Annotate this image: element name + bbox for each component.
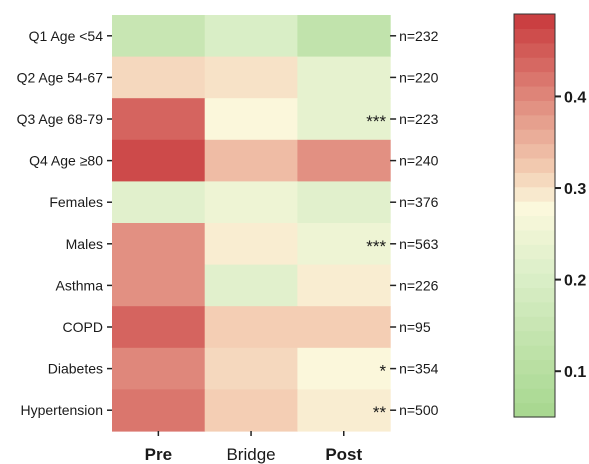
colorbar-band: [514, 172, 555, 188]
row-label: Q3 Age 68-79: [17, 111, 104, 127]
heatmap-cell: [204, 15, 298, 58]
colorbar-band: [514, 229, 555, 245]
row-labels: Q1 Age <54 Q2 Age 54-67 Q3 Age 68-79 Q4 Age…: [17, 28, 112, 418]
row-label: Females: [49, 194, 103, 210]
n-label: n=240: [399, 153, 439, 169]
row-label: Diabetes: [48, 361, 103, 377]
heatmap-cell: [204, 139, 298, 182]
heatmap-cell: [112, 56, 206, 99]
colorbar-band: [514, 157, 555, 173]
heatmap-cell: [112, 181, 206, 224]
colorbar-band: [514, 143, 555, 159]
heatmap-cell: [204, 347, 298, 390]
colorbar-tick-label: 0.4: [564, 89, 586, 106]
colorbar-tick-label: 0.3: [564, 181, 586, 198]
heatmap-cell: [204, 264, 298, 307]
heatmap-cell: [112, 98, 206, 141]
colorbar-band: [514, 201, 555, 217]
colorbar-band: [514, 316, 555, 332]
colorbar: 0.1 0.2 0.3 0.4: [513, 13, 586, 418]
heatmap-cell: [297, 264, 391, 307]
row-label: Q4 Age ≥80: [29, 153, 103, 169]
heatmap-cell: [297, 139, 391, 182]
n-labels: n=232 n=220 n=223 n=240 n=376 n=563 n=226 n=95 n…: [390, 28, 439, 418]
colorbar-band: [514, 186, 555, 202]
colorbar-band: [514, 373, 555, 389]
significance-marker: *: [379, 362, 386, 381]
heatmap-cell: [297, 15, 391, 58]
colorbar-band: [514, 244, 555, 260]
n-label: n=220: [399, 69, 439, 85]
heatmap-cell: [297, 98, 391, 141]
colorbar-band: [514, 215, 555, 231]
heatmap-cell: [204, 223, 298, 266]
heatmap-cell: [112, 306, 206, 349]
significance-marker: ***: [366, 237, 386, 256]
row-label: COPD: [63, 319, 103, 335]
colorbar-band: [514, 402, 555, 418]
colorbar-band: [514, 345, 555, 361]
n-label: n=95: [399, 319, 431, 335]
column-labels: Pre Bridge Post: [145, 431, 363, 464]
heatmap-cell: [297, 306, 391, 349]
colorbar-band: [514, 258, 555, 274]
heatmap-cell: [112, 347, 206, 390]
colorbar-band: [514, 330, 555, 346]
heatmap-cell: [112, 264, 206, 307]
colorbar-band: [514, 273, 555, 289]
colorbar-band: [514, 129, 555, 145]
heatmap-cell: [112, 15, 206, 58]
heatmap-cell: [297, 56, 391, 99]
row-label: Asthma: [56, 277, 104, 293]
colorbar-band: [514, 100, 555, 116]
colorbar-band: [514, 57, 555, 73]
n-label: n=223: [399, 111, 439, 127]
heatmap-cell: [297, 389, 391, 432]
colorbar-band: [514, 388, 555, 404]
n-label: n=232: [399, 28, 439, 44]
colorbar-band: [514, 28, 555, 44]
colorbar-band: [514, 287, 555, 303]
heatmap-cell: [204, 389, 298, 432]
heatmap-cell: [297, 347, 391, 390]
column-label: Pre: [145, 445, 172, 464]
heatmap-cell: [112, 139, 206, 182]
colorbar-band: [514, 114, 555, 130]
colorbar-band: [514, 85, 555, 101]
significance-marker: **: [373, 403, 387, 422]
n-label: n=226: [399, 277, 439, 293]
heatmap-cell: [297, 181, 391, 224]
significance-marker: ***: [366, 112, 386, 131]
colorbar-band: [514, 301, 555, 317]
colorbar-tick-label: 0.2: [564, 273, 586, 290]
colorbar-band: [514, 14, 555, 29]
column-label: Bridge: [226, 445, 275, 464]
row-label: Q1 Age <54: [29, 28, 104, 44]
colorbar-tick-label: 0.1: [564, 364, 586, 381]
heatmap-cells: *********: [112, 15, 391, 432]
heatmap-cell: [112, 389, 206, 432]
heatmap-cell: [204, 98, 298, 141]
heatmap-cell: [297, 223, 391, 266]
colorbar-band: [514, 359, 555, 375]
n-label: n=376: [399, 194, 439, 210]
heatmap-cell: [204, 181, 298, 224]
row-label: Q2 Age 54-67: [17, 69, 104, 85]
colorbar-frame: [513, 13, 556, 418]
heatmap-cell: [204, 56, 298, 99]
heatmap-cell: [204, 306, 298, 349]
colorbar-band: [514, 71, 555, 87]
heatmap-cell: [112, 223, 206, 266]
column-label: Post: [325, 445, 362, 464]
n-label: n=500: [399, 402, 439, 418]
row-label: Males: [66, 236, 103, 252]
n-label: n=354: [399, 361, 439, 377]
n-label: n=563: [399, 236, 439, 252]
colorbar-band: [514, 42, 555, 58]
row-label: Hypertension: [21, 402, 104, 418]
